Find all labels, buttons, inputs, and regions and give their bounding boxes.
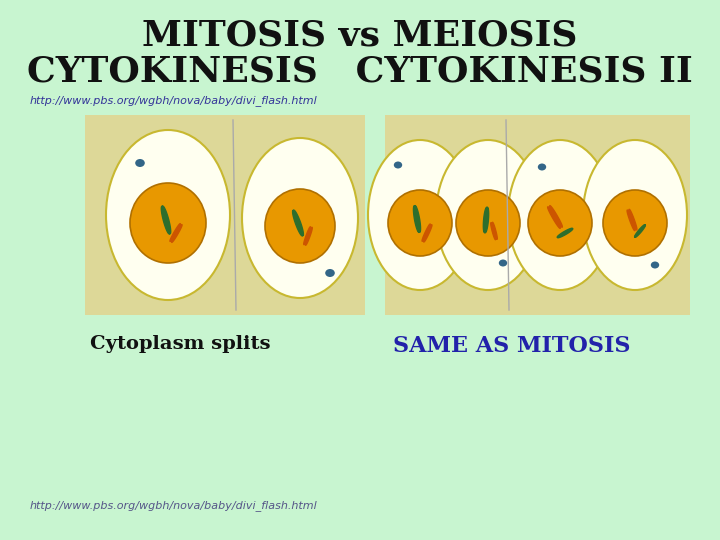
Polygon shape: [557, 228, 572, 238]
Ellipse shape: [325, 269, 335, 277]
Text: MITOSIS vs MEIOSIS: MITOSIS vs MEIOSIS: [143, 18, 577, 52]
Polygon shape: [161, 206, 171, 234]
Ellipse shape: [651, 261, 660, 268]
Text: Cytoplasm splits: Cytoplasm splits: [90, 335, 271, 353]
Text: http://www.pbs.org/wgbh/nova/baby/divi_flash.html: http://www.pbs.org/wgbh/nova/baby/divi_f…: [30, 500, 318, 511]
Polygon shape: [627, 210, 637, 231]
Bar: [85, 115, 365, 315]
Ellipse shape: [528, 190, 592, 256]
Polygon shape: [483, 207, 489, 233]
Text: SAME AS MITOSIS: SAME AS MITOSIS: [393, 335, 631, 357]
Ellipse shape: [130, 183, 206, 263]
Polygon shape: [292, 210, 303, 236]
Ellipse shape: [538, 164, 546, 171]
Polygon shape: [413, 206, 420, 232]
Ellipse shape: [242, 138, 358, 298]
Ellipse shape: [456, 190, 520, 256]
Ellipse shape: [388, 190, 452, 256]
Ellipse shape: [265, 189, 335, 263]
Polygon shape: [491, 222, 498, 240]
Polygon shape: [422, 224, 432, 242]
Ellipse shape: [583, 140, 687, 290]
Polygon shape: [304, 227, 312, 245]
Ellipse shape: [106, 130, 230, 300]
Ellipse shape: [394, 161, 402, 168]
Ellipse shape: [436, 140, 540, 290]
Ellipse shape: [499, 260, 507, 267]
Bar: [385, 115, 690, 315]
Text: CYTOKINESIS   CYTOKINESIS II: CYTOKINESIS CYTOKINESIS II: [27, 55, 693, 89]
Ellipse shape: [135, 159, 145, 167]
Ellipse shape: [368, 140, 472, 290]
Polygon shape: [548, 206, 562, 228]
Text: http://www.pbs.org/wgbh/nova/baby/divi_flash.html: http://www.pbs.org/wgbh/nova/baby/divi_f…: [30, 95, 318, 106]
Ellipse shape: [508, 140, 612, 290]
Polygon shape: [170, 224, 182, 242]
Ellipse shape: [603, 190, 667, 256]
Polygon shape: [634, 225, 645, 237]
